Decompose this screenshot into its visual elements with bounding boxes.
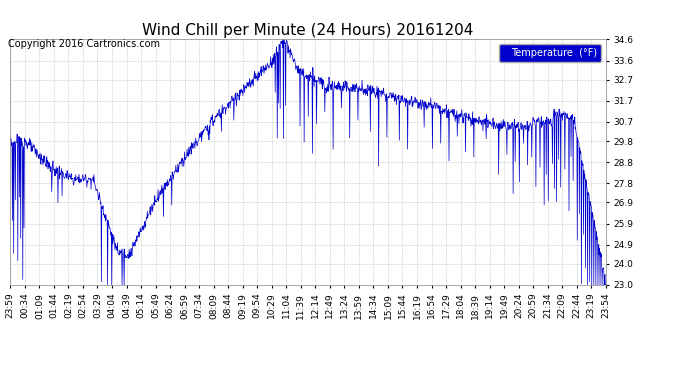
Legend: Temperature  (°F): Temperature (°F)	[500, 44, 601, 62]
Title: Wind Chill per Minute (24 Hours) 20161204: Wind Chill per Minute (24 Hours) 2016120…	[142, 23, 474, 38]
Text: Copyright 2016 Cartronics.com: Copyright 2016 Cartronics.com	[8, 39, 160, 50]
